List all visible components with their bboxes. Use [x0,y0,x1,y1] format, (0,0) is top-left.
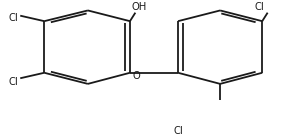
Text: Cl: Cl [173,126,183,136]
Text: Cl: Cl [8,77,18,87]
Text: Cl: Cl [255,2,265,12]
Text: O: O [133,71,141,81]
Text: OH: OH [131,2,147,12]
Text: Cl: Cl [8,13,18,23]
